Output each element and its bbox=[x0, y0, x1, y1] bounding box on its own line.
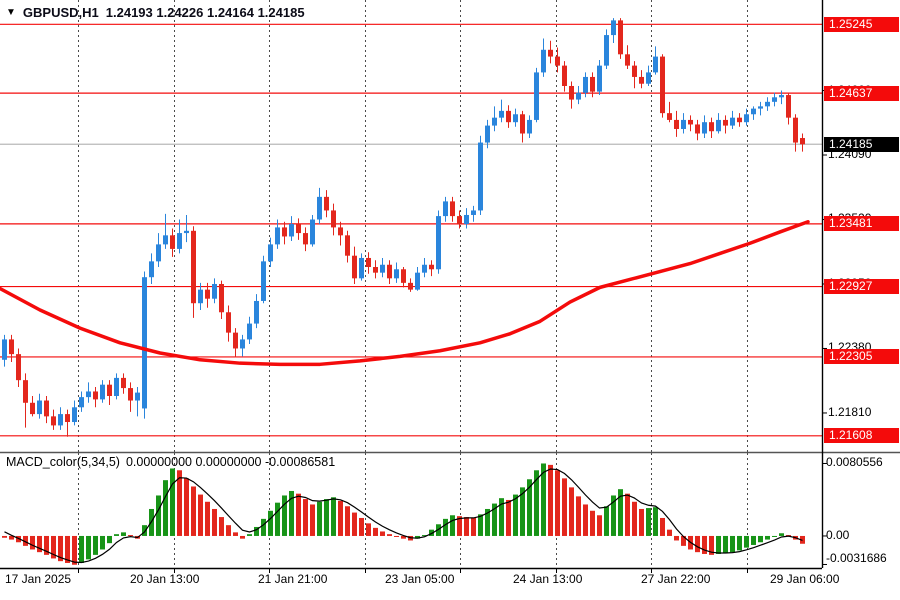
price-level-lines bbox=[0, 23, 822, 437]
moving-average-line bbox=[0, 220, 810, 367]
macd-signal-line bbox=[4, 468, 803, 564]
macd-histogram bbox=[2, 463, 805, 565]
candles-layer bbox=[2, 18, 805, 437]
panel-borders bbox=[0, 0, 900, 570]
symbol-dropdown-icon[interactable]: ▼ bbox=[6, 7, 16, 18]
indicator-name: MACD_color(5,34,5) bbox=[6, 455, 120, 469]
symbol-timeframe-label: GBPUSD,H1 bbox=[22, 5, 99, 20]
chart-title: ▼ GBPUSD,H1 1.24193 1.24226 1.24164 1.24… bbox=[6, 5, 305, 20]
axis-ticks bbox=[78, 90, 827, 573]
indicator-values: 0.00000000 0.00000000 -0.00086581 bbox=[125, 455, 336, 469]
ohlc-values: 1.24193 1.24226 1.24164 1.24185 bbox=[105, 5, 305, 20]
indicator-title: MACD_color(5,34,5) 0.00000000 0.00000000… bbox=[6, 455, 335, 469]
macd-signal bbox=[4, 468, 803, 564]
time-gridlines bbox=[78, 0, 748, 568]
